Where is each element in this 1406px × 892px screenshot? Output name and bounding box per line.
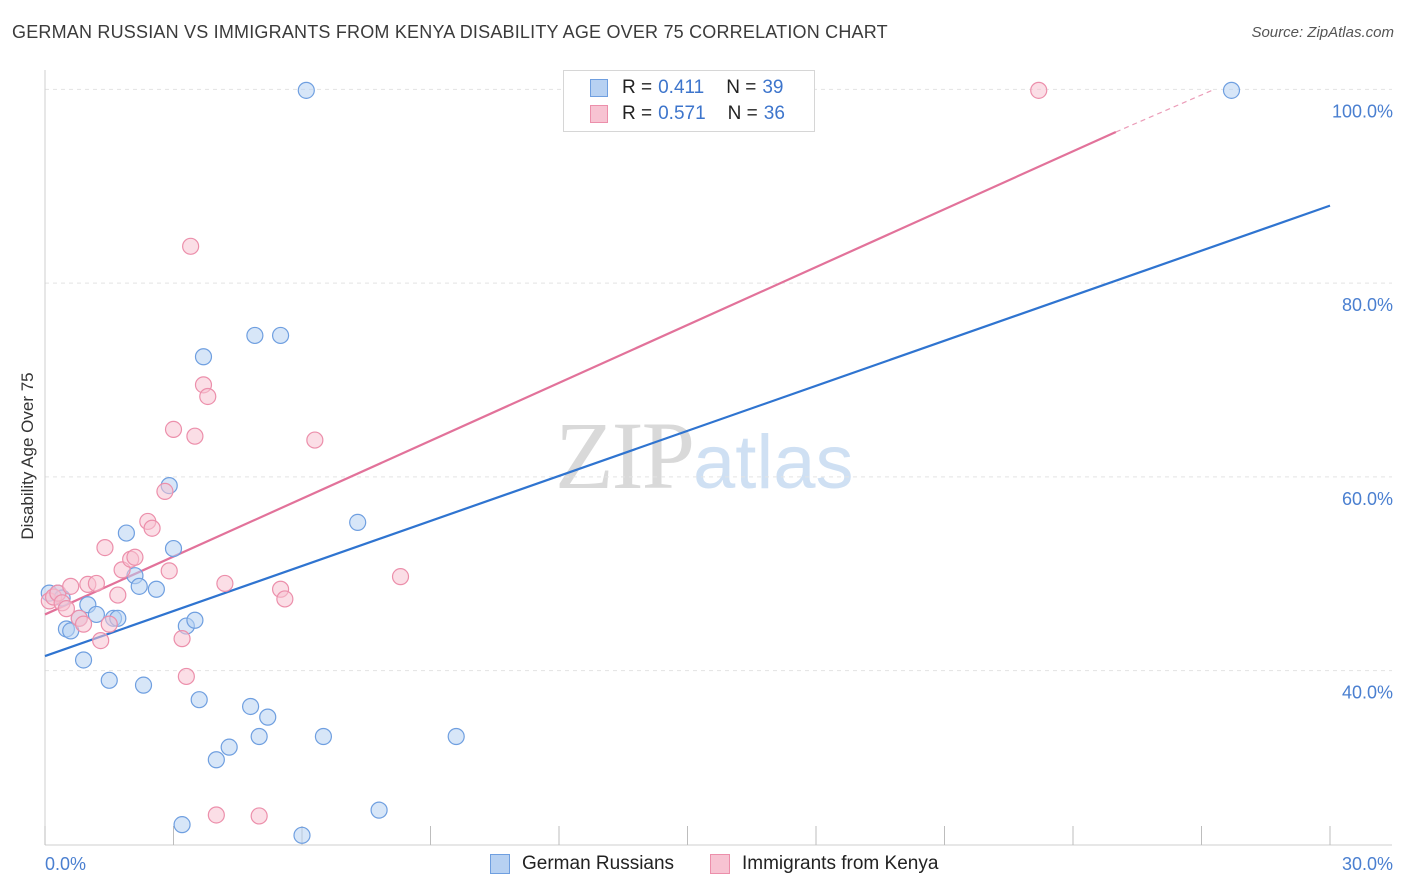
- data-point: [349, 513, 367, 532]
- data-point: [164, 539, 183, 558]
- y-tick-label: 80.0%: [1342, 295, 1393, 315]
- data-point: [100, 615, 118, 633]
- x-tick-label: 0.0%: [45, 854, 86, 874]
- data-point: [297, 81, 315, 99]
- y-tick-label: 40.0%: [1342, 683, 1393, 703]
- data-point: [314, 727, 333, 746]
- data-point: [147, 580, 165, 598]
- data-point: [246, 326, 264, 345]
- bottom-legend-immigrants-from-kenya: Immigrants from Kenya: [710, 851, 938, 877]
- trend-line: [44, 130, 1117, 616]
- data-point: [207, 806, 225, 824]
- data-point: [134, 676, 153, 694]
- data-point: [391, 568, 410, 586]
- data-point: [271, 326, 290, 345]
- legend-swatch-blue: [590, 79, 608, 97]
- data-point: [126, 548, 144, 566]
- data-point: [177, 667, 195, 686]
- data-point: [109, 586, 127, 604]
- data-point: [190, 691, 208, 709]
- data-point: [160, 562, 178, 580]
- data-point: [92, 631, 110, 650]
- data-point: [74, 615, 93, 633]
- data-point: [96, 538, 114, 557]
- bottom-legend-swatch-blue: [490, 854, 510, 874]
- data-point: [1222, 81, 1241, 99]
- legend-n-value: 39: [762, 77, 784, 98]
- data-point: [293, 826, 311, 844]
- legend-row-german-russians: R = 0.411 N = 39: [590, 76, 784, 100]
- data-point: [87, 605, 106, 624]
- legend-r-label: R =: [622, 103, 653, 124]
- legend-r-value: 0.411: [658, 77, 705, 98]
- data-point: [156, 482, 174, 501]
- grid: [45, 88, 1392, 672]
- legend-n-label: N =: [727, 103, 758, 124]
- data-points: [40, 81, 1241, 844]
- bottom-legend-label: German Russians: [522, 853, 675, 874]
- data-point: [87, 574, 106, 593]
- bottom-legend-german-russians: German Russians: [490, 851, 674, 877]
- chart-title: GERMAN RUSSIAN VS IMMIGRANTS FROM KENYA …: [12, 22, 888, 42]
- trend-line-extension: [1115, 88, 1215, 133]
- data-point: [250, 727, 268, 746]
- data-point: [1030, 81, 1048, 99]
- legend-n-label: N =: [726, 77, 757, 98]
- legend-n-value: 36: [763, 103, 785, 124]
- source-label: Source: ZipAtlas.com: [1251, 24, 1394, 41]
- legend-r-label: R =: [622, 77, 653, 98]
- legend: R = 0.411 N = 39 R = 0.571 N = 36: [563, 70, 815, 132]
- data-point: [100, 671, 118, 689]
- data-point: [220, 738, 238, 756]
- bottom-legend-swatch-pink: [710, 854, 730, 874]
- data-point: [250, 807, 268, 825]
- data-point: [117, 524, 135, 542]
- data-point: [186, 611, 204, 629]
- data-point: [143, 519, 161, 537]
- data-point: [74, 651, 93, 669]
- trend-lines: [44, 88, 1331, 658]
- trend-line: [44, 204, 1331, 658]
- legend-r-value: 0.571: [658, 103, 706, 124]
- y-tick-label: 100.0%: [1332, 101, 1393, 121]
- data-point: [62, 577, 80, 595]
- data-point: [199, 387, 217, 406]
- x-tick-label: 30.0%: [1342, 854, 1393, 874]
- data-point: [194, 348, 213, 366]
- data-point: [242, 697, 260, 716]
- data-point: [447, 727, 465, 746]
- data-point: [173, 816, 191, 834]
- bottom-legend-label: Immigrants from Kenya: [742, 853, 939, 874]
- data-point: [207, 751, 225, 769]
- data-point: [259, 708, 277, 726]
- data-point: [130, 577, 148, 595]
- axis-labels: 40.0% 60.0% 80.0% 100.0% 0.0% 30.0% Disability…: [18, 101, 1393, 874]
- data-point: [164, 420, 183, 439]
- data-point: [276, 590, 294, 608]
- data-point: [57, 600, 76, 618]
- data-point: [306, 431, 324, 449]
- y-axis-title: Disability Age Over 75: [18, 372, 37, 539]
- legend-row-immigrants-from-kenya: R = 0.571 N = 36: [590, 102, 785, 126]
- data-point: [216, 574, 234, 593]
- axes: [44, 70, 1392, 846]
- data-point: [186, 427, 204, 445]
- data-point: [173, 630, 191, 648]
- data-point: [182, 237, 200, 255]
- data-point: [370, 801, 388, 819]
- y-tick-label: 60.0%: [1342, 489, 1393, 509]
- legend-swatch-pink: [590, 105, 608, 123]
